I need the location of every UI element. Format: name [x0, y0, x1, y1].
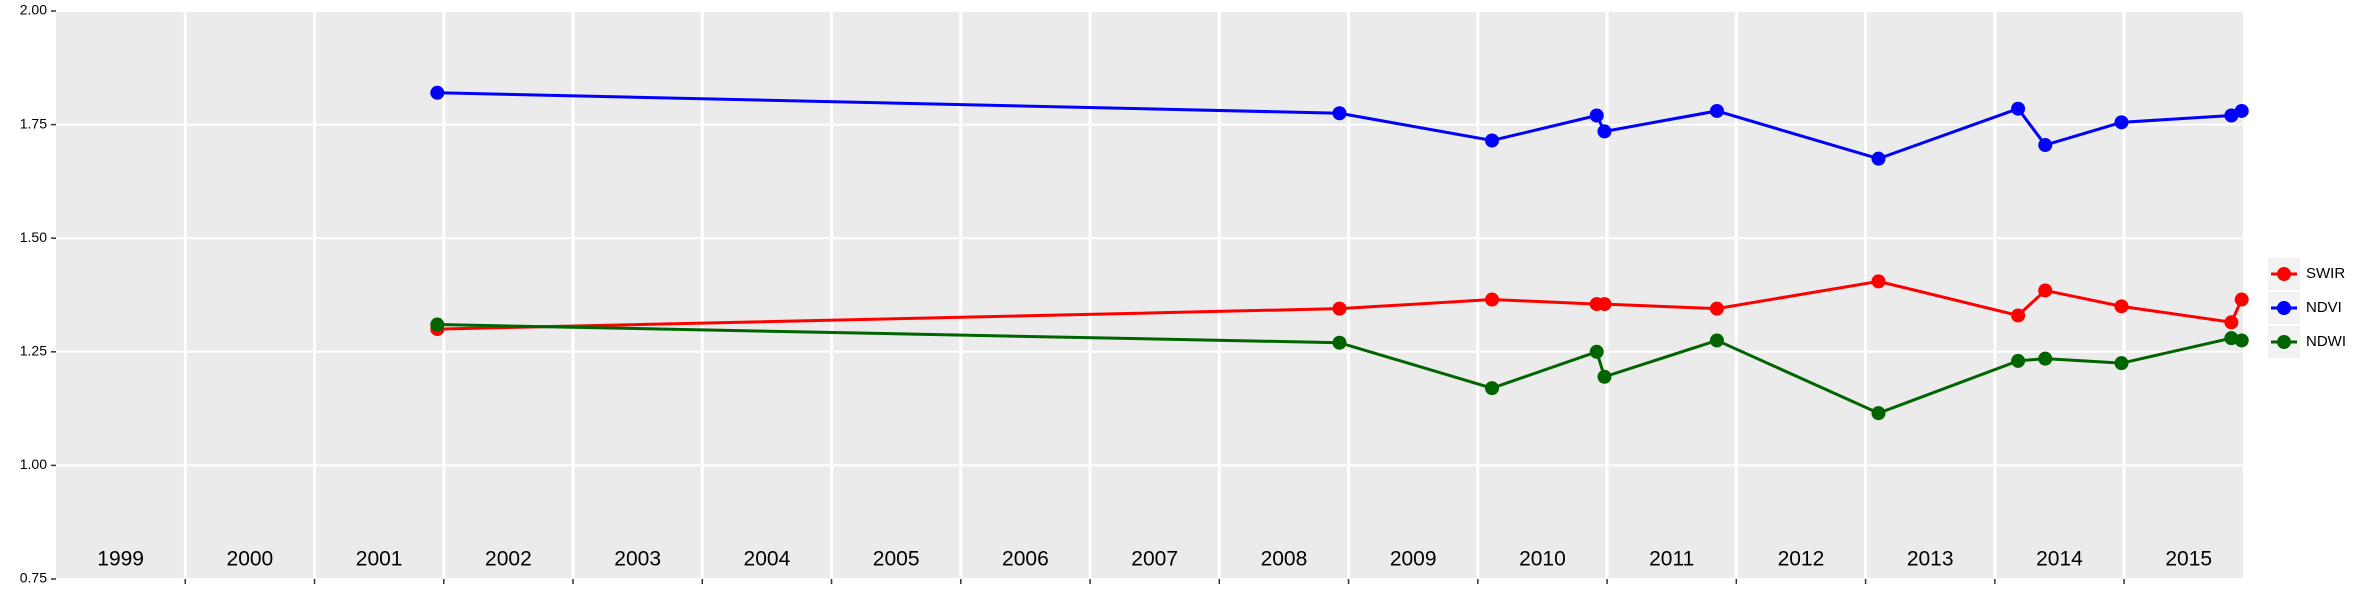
- year-label: 2003: [614, 548, 661, 571]
- year-label: 1999: [97, 548, 144, 571]
- point: [1597, 124, 1612, 139]
- point: [2234, 103, 2249, 118]
- year-label: 2014: [2036, 548, 2083, 571]
- point: [2234, 292, 2249, 307]
- point: [2234, 333, 2249, 348]
- legend-point: [2277, 335, 2291, 349]
- point: [1709, 333, 1724, 348]
- year-label: 2011: [1649, 548, 1694, 571]
- legend-label: NDVI: [2306, 299, 2342, 316]
- point: [1709, 103, 1724, 118]
- point: [430, 317, 445, 332]
- y-tick-label: 1.25: [20, 343, 47, 359]
- y-tick-label: 1.50: [20, 229, 47, 245]
- y-tick-label: 1.75: [20, 115, 47, 131]
- point: [1709, 301, 1724, 316]
- point: [2038, 138, 2053, 153]
- point: [1589, 344, 1604, 359]
- legend-label: NDWI: [2306, 333, 2346, 350]
- legend-label: SWIR: [2306, 265, 2345, 282]
- point: [1332, 335, 1347, 350]
- year-label: 2012: [1778, 548, 1825, 571]
- legend-point: [2277, 301, 2291, 315]
- point: [1332, 106, 1347, 121]
- point: [2038, 351, 2053, 366]
- year-label: 2009: [1390, 548, 1437, 571]
- point: [2114, 356, 2129, 371]
- series-line: [437, 91, 2243, 161]
- point: [1485, 381, 1500, 396]
- plot-background: [56, 11, 2243, 579]
- point: [2038, 283, 2053, 298]
- point: [1485, 133, 1500, 148]
- point: [1871, 406, 1886, 421]
- point: [2011, 308, 2026, 323]
- point: [1871, 274, 1886, 289]
- legend-point: [2277, 267, 2291, 281]
- year-label: 2000: [227, 548, 274, 571]
- year-label: 2010: [1519, 548, 1566, 571]
- y-tick-label: 1.00: [20, 456, 47, 472]
- point: [2011, 353, 2026, 368]
- point: [2011, 101, 2026, 116]
- year-label: 2013: [1907, 548, 1954, 571]
- year-label: 2001: [356, 548, 403, 571]
- series-line: [437, 323, 2243, 415]
- year-label: 2004: [744, 548, 791, 571]
- point: [1332, 301, 1347, 316]
- year-label: 2005: [873, 548, 920, 571]
- point: [1597, 297, 1612, 312]
- point: [1485, 292, 1500, 307]
- year-label: 2007: [1131, 548, 1178, 571]
- year-label: 2015: [2165, 548, 2212, 571]
- point: [2114, 299, 2129, 314]
- point: [1871, 151, 1886, 166]
- year-label: 2002: [485, 548, 532, 571]
- year-label: 2008: [1261, 548, 1308, 571]
- series-line: [437, 279, 2244, 331]
- y-tick-label: 2.00: [20, 2, 47, 18]
- point: [1597, 369, 1612, 384]
- point: [1589, 108, 1604, 123]
- point: [430, 85, 445, 100]
- point: [2114, 115, 2129, 130]
- y-tick-label: 0.75: [20, 570, 47, 586]
- point: [2224, 315, 2239, 330]
- year-label: 2006: [1002, 548, 1049, 571]
